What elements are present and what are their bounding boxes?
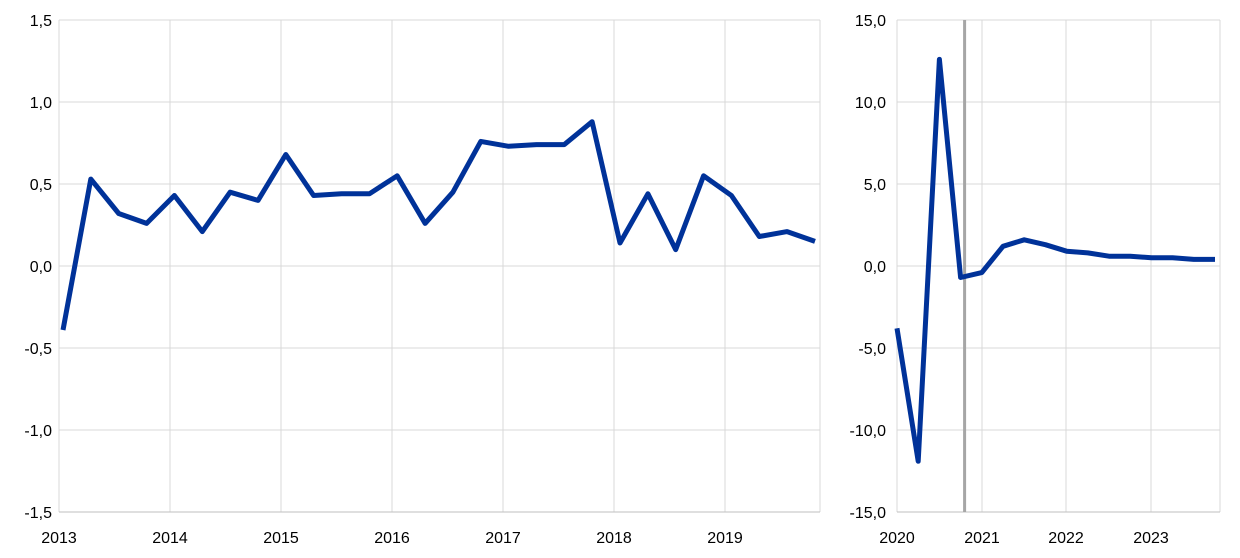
y-tick-label: 1,5 xyxy=(30,13,52,30)
y-tick-label: 0,0 xyxy=(30,259,52,276)
y-tick-label: -0,5 xyxy=(24,341,52,358)
x-tick-label: 2014 xyxy=(152,530,188,547)
y-tick-label: -1,5 xyxy=(24,505,52,522)
x-tick-label: 2023 xyxy=(1133,530,1169,547)
y-tick-label: -1,0 xyxy=(24,423,52,440)
y-tick-label: -15,0 xyxy=(850,505,887,522)
y-tick-label: -5,0 xyxy=(858,341,886,358)
y-tick-label: 0,0 xyxy=(864,259,886,276)
x-tick-label: 2020 xyxy=(879,530,915,547)
y-tick-label: 0,5 xyxy=(30,177,52,194)
x-tick-label: 2013 xyxy=(41,530,77,547)
series-line xyxy=(894,56,1215,464)
x-tick-label: 2018 xyxy=(596,530,632,547)
y-tick-label: 1,0 xyxy=(30,95,52,112)
x-tick-label: 2021 xyxy=(964,530,1000,547)
series-line xyxy=(60,119,816,331)
y-tick-label: 5,0 xyxy=(864,177,886,194)
panel-1: 1,5 1,0 0,5 0,0 -0,5 -1,0 -1,5 2013 2014 2015 2016… xyxy=(24,13,821,547)
x-tick-label: 2016 xyxy=(374,530,410,547)
x-tick-label: 2015 xyxy=(263,530,299,547)
y-tick-label: 15,0 xyxy=(855,13,886,30)
y-tick-label: -10,0 xyxy=(850,423,887,440)
x-tick-label: 2017 xyxy=(485,530,521,547)
x-tick-label: 2022 xyxy=(1048,530,1084,547)
x-tick-label: 2019 xyxy=(707,530,743,547)
y-tick-label: 10,0 xyxy=(855,95,886,112)
panel-2: 15,0 10,0 5,0 0,0 -5,0 -10,0 -15,0 2020 2021 2022… xyxy=(850,13,1221,547)
